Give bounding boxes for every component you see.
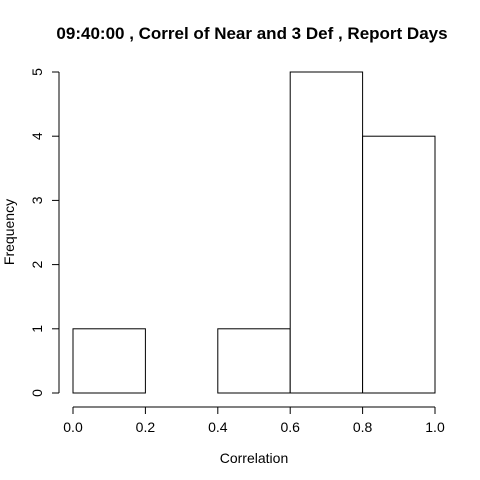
histogram-bar-3 [289,71,364,394]
x-axis: 0.0 0.2 0.4 0.6 0.8 1.0 [63,406,445,435]
y-tick-label: 1 [29,325,45,333]
histogram-bar-2 [217,328,291,394]
x-tick-label: 0.0 [63,419,83,435]
x-tick-label: 0.2 [136,419,156,435]
x-tick-label: 0.6 [280,419,300,435]
x-tick-label: 1.0 [425,419,445,435]
y-tick-label: 4 [29,132,45,140]
y-tick-label: 3 [29,196,45,204]
histogram-bar-4 [362,135,436,394]
x-axis-label: Correlation [220,450,288,466]
x-tick-label: 0.4 [208,419,228,435]
y-tick-label: 2 [29,260,45,268]
x-tick-label: 0.8 [353,419,373,435]
y-axis: 0 1 2 3 4 5 [29,68,60,397]
y-axis-label: Frequency [1,199,17,265]
chart-title: 09:40:00 , Correl of Near and 3 Def , Re… [56,24,447,43]
histogram-bar-0 [72,328,146,394]
bars-group [72,71,436,394]
y-tick-label: 5 [29,68,45,76]
y-tick-label: 0 [29,389,45,397]
